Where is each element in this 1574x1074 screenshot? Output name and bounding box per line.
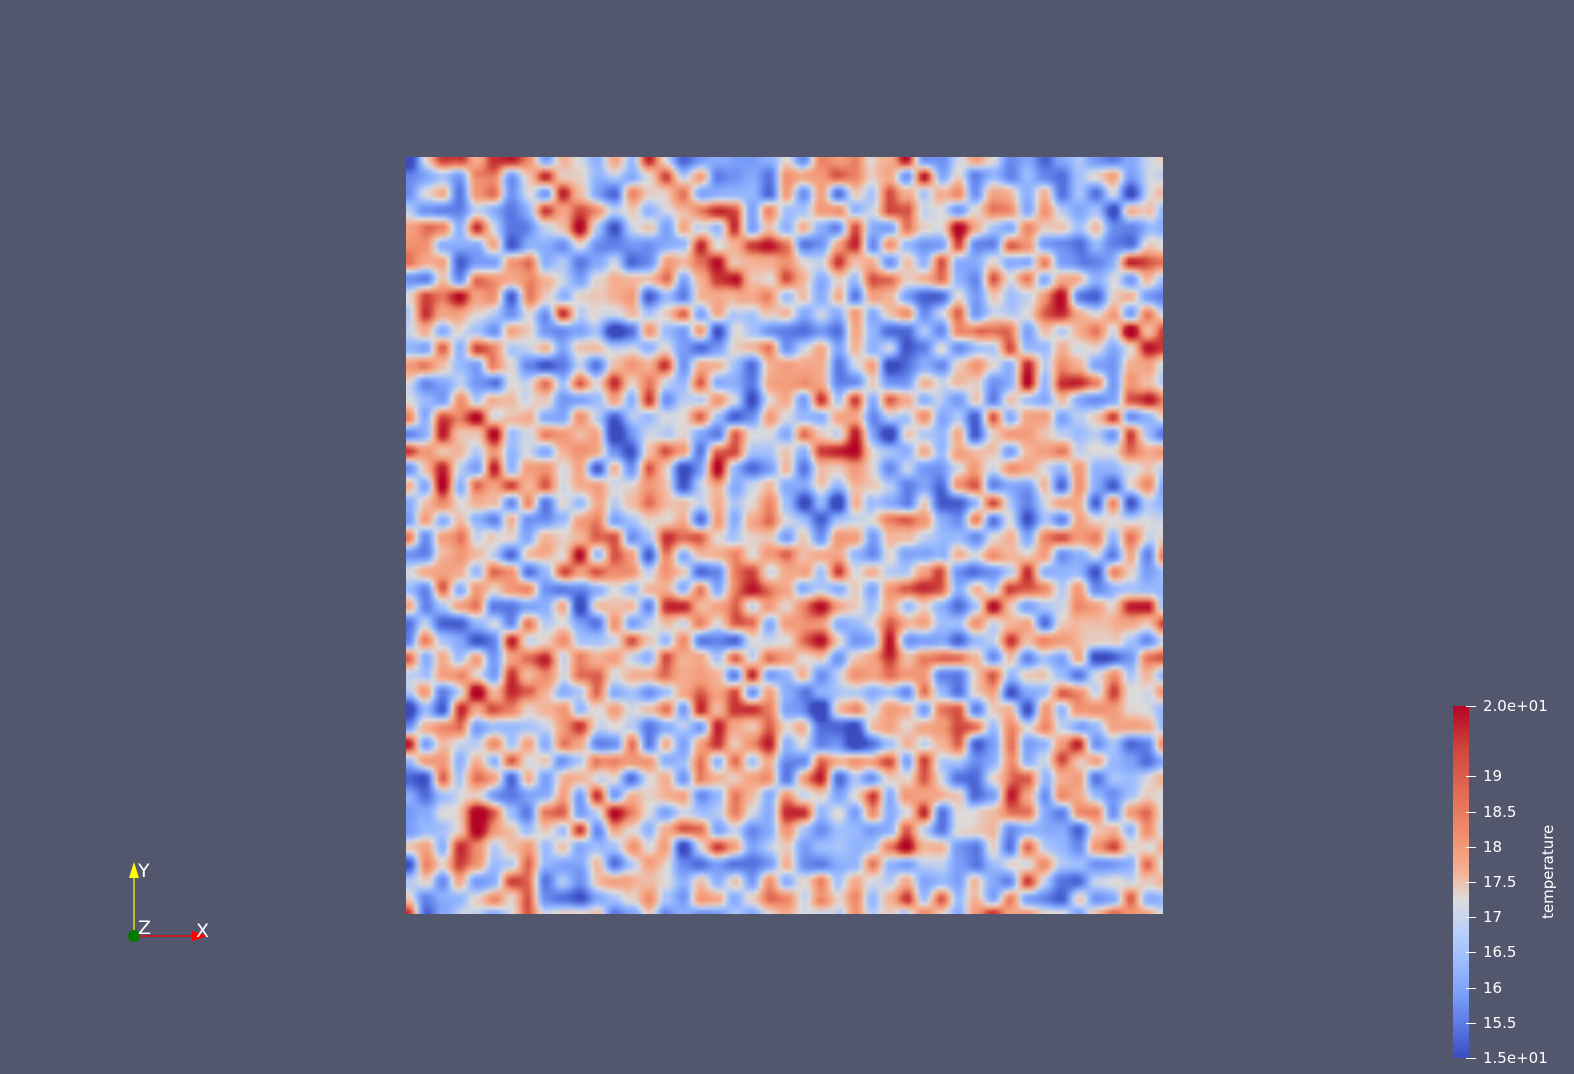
colorbar-tick-mark: [1466, 882, 1476, 883]
colorbar-tick-label: 2.0e+01: [1483, 697, 1548, 715]
colorbar-tick-mark: [1466, 812, 1476, 813]
orientation-axes-widget: Y Z X: [128, 860, 209, 942]
colorbar-tick-label: 18.5: [1483, 803, 1517, 821]
temperature-field-plot[interactable]: [406, 157, 1163, 914]
y-axis-arrow-icon: [129, 862, 139, 878]
colorbar-tick-mark: [1466, 917, 1476, 918]
colorbar-tick-label: 15.5: [1483, 1014, 1517, 1032]
colorbar-tick-label: 1.5e+01: [1483, 1049, 1548, 1067]
colorbar-tick-label: 19: [1483, 767, 1503, 785]
colorbar-tick-mark: [1466, 776, 1476, 777]
colorbar-tick-mark: [1466, 847, 1476, 848]
x-axis-label: X: [196, 920, 209, 942]
x-axis-arrow-icon: [192, 931, 208, 941]
y-axis-label: Y: [137, 860, 150, 882]
colorbar-tick-label: 17: [1483, 908, 1503, 926]
colorbar-title: temperature: [1539, 824, 1557, 919]
z-axis-dot-icon: [128, 930, 140, 942]
colorbar-gradient: [1453, 706, 1469, 1058]
colorbar-tick-mark: [1466, 1023, 1476, 1024]
colorbar-tick-label: 17.5: [1483, 873, 1517, 891]
colorbar-tick-label: 16: [1483, 979, 1503, 997]
colorbar-tick-mark: [1466, 706, 1476, 707]
colorbar-tick-mark: [1466, 1058, 1476, 1059]
z-axis-label: Z: [138, 917, 151, 939]
colorbar-tick-label: 16.5: [1483, 943, 1517, 961]
colorbar-tick-mark: [1466, 988, 1476, 989]
colorbar-tick-mark: [1466, 952, 1476, 953]
colorbar-tick-label: 18: [1483, 838, 1503, 856]
temperature-field-image: [406, 157, 1163, 914]
